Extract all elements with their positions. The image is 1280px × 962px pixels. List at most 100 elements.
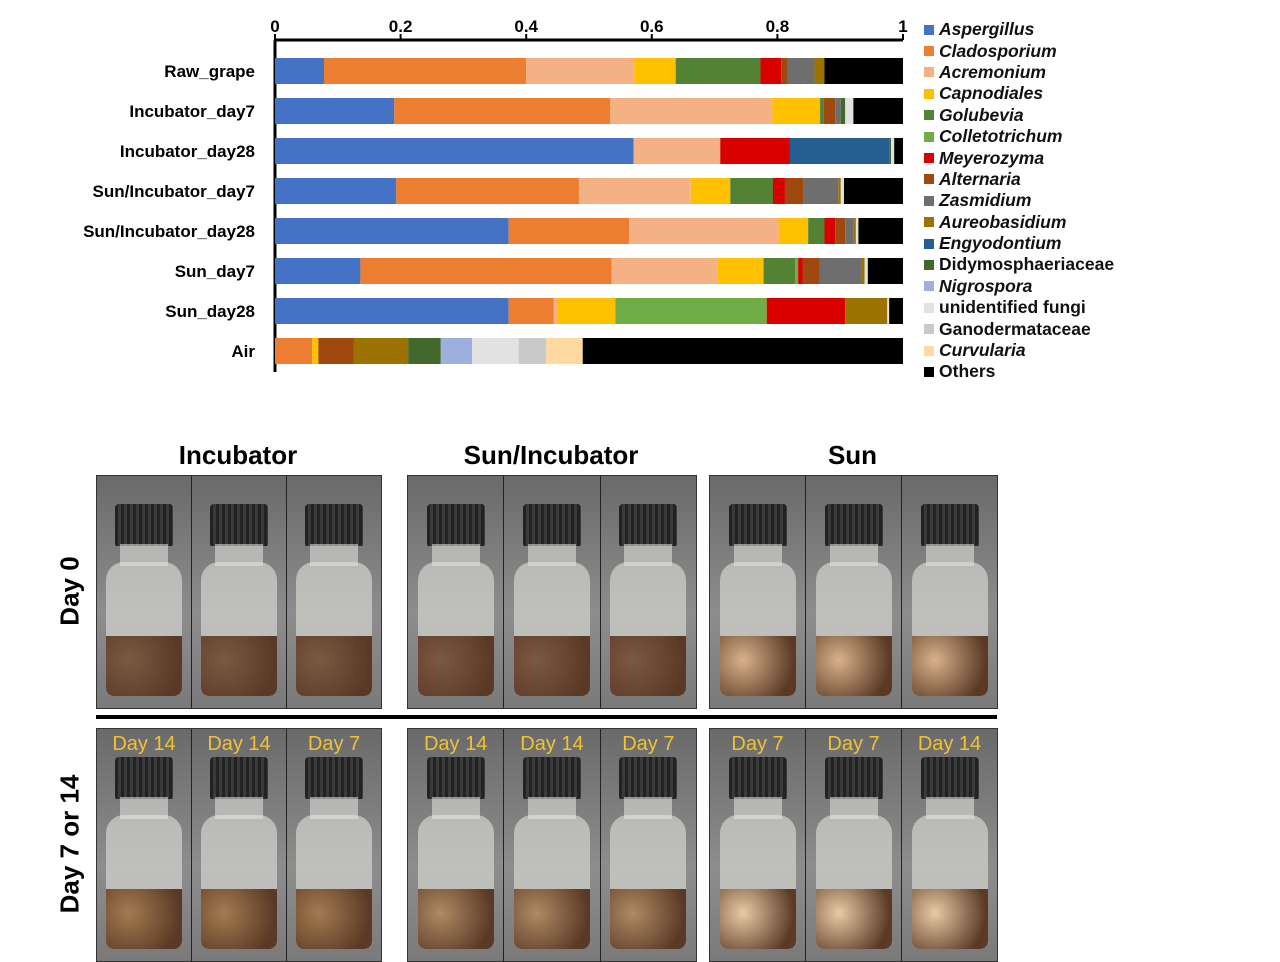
legend-swatch <box>924 88 934 99</box>
bottle-cap <box>619 504 678 546</box>
bar-segment-acremonium <box>578 178 691 204</box>
bar-segment-curvularia <box>546 338 583 364</box>
bottle-body <box>296 562 372 696</box>
bottle-photo: Day 14 <box>192 729 287 961</box>
bottle-neck <box>624 797 673 819</box>
bottle-cap <box>920 757 979 799</box>
legend-swatch <box>924 345 934 356</box>
x-tick-label: 0 <box>270 17 279 36</box>
bar-segment-didymosphaeriaceae <box>408 338 441 364</box>
legend-swatch <box>924 174 934 185</box>
raisin-contents <box>610 635 687 696</box>
legend-swatch <box>924 238 934 249</box>
bottle-photo: Day 14 <box>97 729 192 961</box>
row-divider <box>96 715 997 719</box>
legend-swatch <box>924 324 934 335</box>
raisin-contents <box>417 635 494 696</box>
raisin-contents <box>106 635 182 696</box>
bottle-cap <box>426 504 485 546</box>
raisin-contents <box>513 635 590 696</box>
bottle-body <box>201 815 277 949</box>
bar-segment-alternaria <box>781 58 788 84</box>
bottle-body <box>106 815 182 949</box>
bar-segment-capnodiales <box>717 258 764 284</box>
legend-label: Didymosphaeriaceae <box>939 254 1115 275</box>
bottle-photo <box>600 476 696 708</box>
legend-label: Meyerozyma <box>939 147 1045 168</box>
bar-segment-aspergillus <box>275 298 509 324</box>
photo-panel <box>709 475 998 709</box>
legend-swatch <box>924 110 934 121</box>
bar-segment-alternaria <box>802 258 820 284</box>
bottle-body <box>911 562 988 696</box>
photo-panel <box>96 475 382 709</box>
photo-panel <box>407 475 697 709</box>
bottle-photo <box>504 476 601 708</box>
bar-segment-others <box>582 338 903 364</box>
bottle-cap <box>824 757 883 799</box>
stacked-bar-chart: 0 0.2 0.4 0.6 0.8 1 Raw_grape Incubator_day7 Inc… <box>83 17 908 372</box>
legend-item: Nigrospora <box>924 276 1114 297</box>
bar-segment-capnodiales <box>778 218 809 244</box>
raisin-contents <box>417 888 494 949</box>
legend-swatch <box>924 24 934 35</box>
x-tick-label: 0.6 <box>640 17 664 36</box>
bar-segment-zasmidium <box>787 58 815 84</box>
bar-segment-unidentified-fungi <box>840 178 844 204</box>
bar-segment-meyerozyma <box>824 218 836 244</box>
bar-segment-golubevia <box>808 218 825 244</box>
bottle-neck <box>829 797 878 819</box>
legend-swatch <box>924 302 934 313</box>
bottle-cap <box>522 504 581 546</box>
raisin-contents <box>719 635 796 696</box>
bar-segment-unidentified-fungi <box>472 338 519 364</box>
day-label: Day 14 <box>112 733 176 755</box>
bottle-neck <box>310 544 358 566</box>
group-title: Sun <box>827 440 878 470</box>
bar-segment-aureobasidium <box>845 298 888 324</box>
bar-segment-cladosporium <box>396 178 579 204</box>
bar-segment-cladosporium <box>508 298 554 324</box>
raisin-contents <box>296 888 372 949</box>
bar-segment-meyerozyma <box>773 178 785 204</box>
legend-swatch <box>924 366 934 377</box>
bar-segment-aspergillus <box>275 258 361 284</box>
legend-item: Cladosporium <box>924 40 1114 61</box>
legend-item: Colletotrichum <box>924 126 1114 147</box>
bottle-neck <box>829 544 878 566</box>
bottle-body <box>719 562 796 696</box>
bar-segment-golubevia <box>820 98 824 124</box>
legend-label: Ganodermataceae <box>939 318 1091 339</box>
bottle-photo <box>902 476 997 708</box>
legend-item: Capnodiales <box>924 83 1114 104</box>
bottle-body <box>610 562 687 696</box>
bar-segment-cladosporium <box>508 218 630 244</box>
photo-panel: Day 7 Day 7 Day 14 <box>709 728 998 962</box>
bottle-body <box>417 815 494 949</box>
bar-segment-unidentified-fungi <box>891 138 895 164</box>
bar-segment-acremonium <box>526 58 635 84</box>
legend-swatch <box>924 153 934 164</box>
bar-segment-nigrospora <box>440 338 473 364</box>
bar-segment-aureobasidium <box>814 58 825 84</box>
bar-segment-zasmidium <box>819 258 862 284</box>
bottle-cap <box>115 757 173 799</box>
bar-segment-aspergillus <box>275 138 634 164</box>
bar-segment-capnodiales <box>556 298 616 324</box>
bottle-body <box>815 815 892 949</box>
bottle-body <box>610 815 687 949</box>
group-title: Incubator <box>178 440 298 470</box>
day-label: Day 14 <box>520 733 584 755</box>
bottle-neck <box>310 797 358 819</box>
legend-item: Alternaria <box>924 169 1114 190</box>
x-tick-label: 0.8 <box>766 17 790 36</box>
bar-segment-didymosphaeriaceae <box>840 98 846 124</box>
bottle-cap <box>522 757 581 799</box>
x-tick-label: 0.2 <box>389 17 413 36</box>
bottle-cap <box>824 504 883 546</box>
bottle-cap <box>426 757 485 799</box>
bottle-cap <box>115 504 173 546</box>
bar-segment-others <box>894 138 903 164</box>
bar-segment-alternaria <box>823 98 836 124</box>
legend-label: Zasmidium <box>939 190 1032 211</box>
